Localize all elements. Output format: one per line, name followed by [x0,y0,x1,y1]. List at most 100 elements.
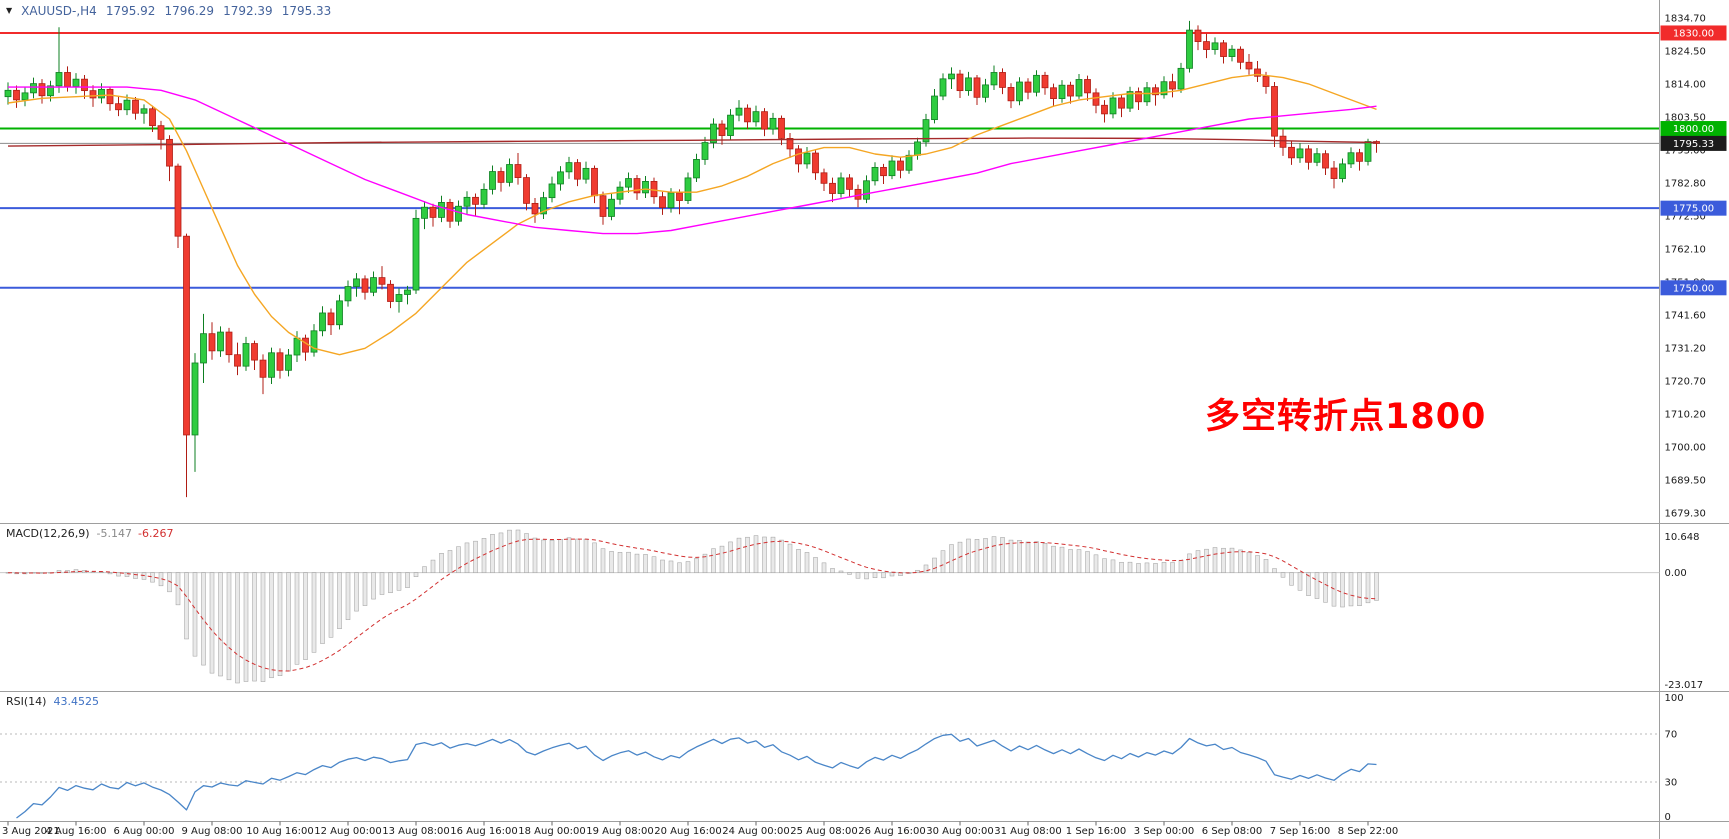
candle [948,73,955,80]
macd-histogram-bar [439,553,444,573]
candle [1271,86,1278,137]
macd-histogram-bar [490,534,495,573]
price-axis-label: 1793.00 [1665,146,1706,157]
candle [786,138,794,150]
price-badge [1660,280,1727,296]
candle [489,171,496,190]
candle [4,89,12,98]
macd-histogram-bar [1255,555,1260,573]
candle [565,162,573,173]
time-axis-label: 8 Sep 22:00 [1338,826,1398,837]
macd-histogram-bar [660,559,665,573]
macd-histogram-bar [864,572,869,580]
candle [591,167,598,197]
candle [370,277,377,293]
macd-histogram-bar [1161,562,1167,573]
macd-histogram-bar [379,572,385,595]
macd-histogram-bar [1153,563,1158,573]
candle [812,152,819,174]
candle [1169,81,1176,90]
price-badge [1660,121,1727,137]
candle [523,177,530,204]
price-axis-label: 1834.70 [1665,14,1706,25]
price-axis-label: 1679.30 [1665,509,1706,520]
time-axis-label: 20 Aug 16:00 [654,826,721,837]
candle [540,197,547,215]
macd-histogram-bar [583,538,589,573]
macd-histogram-bar [201,572,206,666]
candle [548,183,556,199]
price-axis-label: 1689.50 [1665,476,1706,487]
macd-histogram-bar [1144,562,1150,573]
macd-histogram-bar [949,544,954,573]
candle [1058,84,1066,99]
macd-histogram-bar [524,533,529,573]
candle [531,202,539,215]
candle [1279,135,1287,148]
candle [310,330,318,353]
macd-histogram-bar [915,569,920,573]
macd-histogram-bar [192,572,198,657]
candle [1016,81,1023,102]
macd-histogram-bar [515,529,521,573]
macd-histogram-bar [345,572,351,620]
macd-histogram-bar [889,572,895,577]
candle [803,152,811,165]
macd-histogram-bar [617,552,623,573]
candle [200,333,207,364]
macd-histogram-bar [1229,547,1235,573]
macd-histogram-bar [252,572,257,682]
candle [1322,153,1329,169]
candle [667,192,675,208]
price-badge [1660,200,1727,216]
candle [778,117,785,139]
price-axis-label: 1710.20 [1665,410,1706,421]
macd-histogram-bar [209,572,215,674]
candle [319,312,326,332]
price-axis-label: 1762.10 [1665,245,1706,256]
macd-histogram-bar [940,550,946,573]
candle [582,167,590,180]
macd-histogram-bar [796,549,801,573]
price-axis-label: 1814.00 [1665,80,1706,91]
candle [1135,91,1142,103]
candle [89,90,97,99]
candle [115,103,122,111]
candle [132,99,139,114]
macd-histogram-bar [294,572,300,665]
candle [497,171,505,183]
macd-histogram-bar [99,571,104,573]
price-axis-label: 1741.60 [1665,311,1706,322]
candle [633,178,641,194]
macd-histogram-bar [260,572,266,682]
candle [965,77,972,92]
macd-histogram-bar [804,552,810,573]
time-axis-label: 9 Aug 08:00 [181,826,242,837]
macd-histogram-bar [405,572,410,588]
candle [1177,67,1185,90]
candle [1203,41,1210,50]
macd-histogram-bar [787,543,793,573]
candle [1143,87,1151,103]
candle [1330,167,1338,179]
time-axis-label: 13 Aug 08:00 [382,826,449,837]
rsi-label: RSI(14) [6,695,47,708]
candle [1101,104,1108,115]
macd-histogram-bar [1025,541,1031,573]
macd-histogram-bar [141,572,147,580]
macd-histogram-bar [1076,549,1082,573]
macd-histogram-bar [872,572,878,579]
candle [956,73,964,92]
candle [744,107,751,123]
macd-axis-label: 10.648 [1665,532,1700,543]
candle [98,88,105,99]
macd-histogram-bar [1323,572,1328,603]
macd-histogram-bar [821,562,827,573]
candle [1024,81,1032,93]
candle [1092,92,1100,106]
macd-histogram-bar [813,557,818,573]
candle [616,186,624,200]
candle [55,72,63,87]
candle [429,206,437,218]
